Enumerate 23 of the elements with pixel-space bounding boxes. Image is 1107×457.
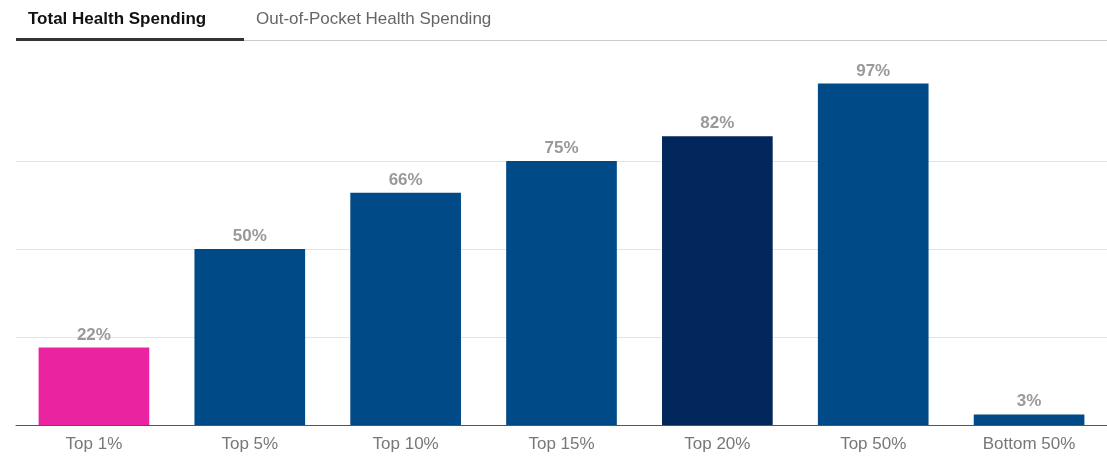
data-label: 75% bbox=[544, 138, 579, 157]
data-label: 22% bbox=[76, 324, 111, 344]
bar bbox=[38, 347, 150, 425]
bar bbox=[506, 161, 617, 425]
x-tick-label: Bottom 50% bbox=[982, 434, 1076, 453]
x-tick-label: Top 50% bbox=[840, 434, 907, 453]
bar bbox=[350, 192, 461, 425]
x-tick-label: Top 1% bbox=[65, 434, 123, 453]
chart-subtitle: Out-of-Pocket Health Spending bbox=[256, 9, 492, 29]
data-label: 97% bbox=[856, 60, 891, 80]
data-label: 66% bbox=[388, 169, 423, 189]
bar bbox=[662, 136, 773, 425]
x-tick-label: Top 20% bbox=[684, 434, 751, 453]
x-tick-label: Top 15% bbox=[528, 434, 595, 453]
data-label: 82% bbox=[700, 113, 735, 133]
bar bbox=[194, 249, 306, 425]
data-label: 50% bbox=[232, 226, 267, 245]
bar bbox=[817, 83, 929, 425]
x-tick-label: Top 10% bbox=[372, 434, 439, 453]
bar bbox=[973, 414, 1085, 425]
chart-title: Total Health Spending bbox=[28, 9, 207, 29]
data-label: 3% bbox=[1016, 391, 1042, 411]
x-tick-label: Top 5% bbox=[221, 434, 279, 453]
